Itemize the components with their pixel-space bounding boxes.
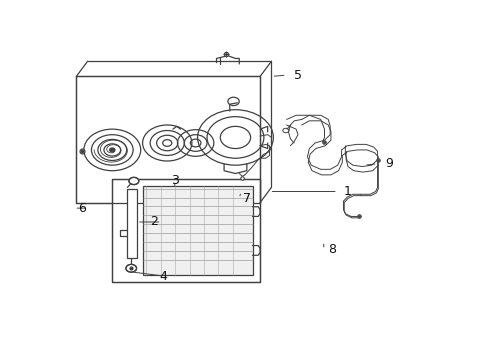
Text: 5: 5 <box>293 68 302 82</box>
Text: 6: 6 <box>78 202 86 215</box>
Text: 2: 2 <box>150 216 158 229</box>
Bar <box>112 179 260 282</box>
Text: 9: 9 <box>384 157 392 170</box>
Polygon shape <box>76 76 260 203</box>
Circle shape <box>109 148 115 152</box>
Text: 4: 4 <box>159 270 167 283</box>
Circle shape <box>126 264 136 272</box>
Text: 8: 8 <box>327 243 335 256</box>
Bar <box>112 179 260 282</box>
Circle shape <box>129 177 139 185</box>
Text: 1: 1 <box>343 185 350 198</box>
Text: 3: 3 <box>170 174 179 187</box>
Bar <box>142 186 252 275</box>
Bar <box>127 189 137 258</box>
Text: 7: 7 <box>243 192 250 205</box>
